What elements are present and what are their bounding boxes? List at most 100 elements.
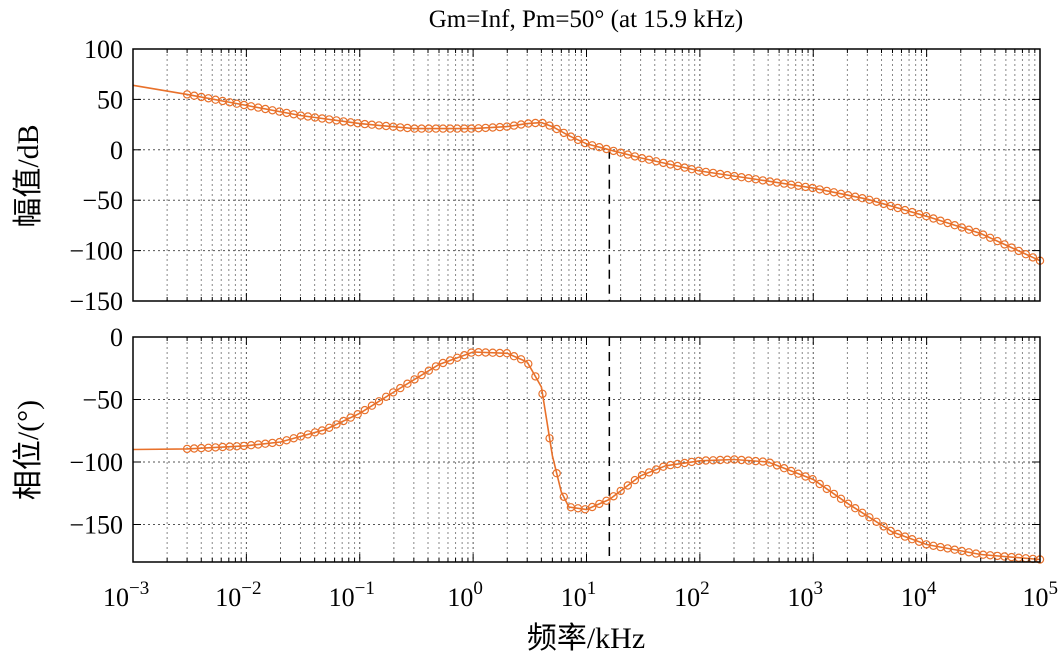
- phase-data-point: [367, 401, 377, 410]
- magnitude-ylabel: 幅值/dB: [12, 124, 45, 227]
- phase-data-point: [325, 423, 334, 432]
- phase-data-point: [851, 504, 860, 513]
- phase-data-point: [623, 481, 633, 490]
- phase-data-point: [360, 405, 369, 415]
- phase-data-point: [858, 508, 867, 517]
- phase-ytick-label: −150: [69, 511, 123, 540]
- magnitude-data-point: [538, 118, 547, 128]
- phase-data-point: [843, 499, 853, 508]
- phase-data-point: [872, 517, 881, 527]
- phase-data-point: [644, 468, 654, 477]
- phase-data-point: [524, 359, 533, 368]
- phase-data-point: [630, 475, 640, 485]
- phase-data-point: [779, 464, 789, 473]
- phase-data-point: [460, 351, 469, 360]
- axes-frames: [132, 48, 1041, 563]
- frequency-xtick-label: 103: [788, 578, 824, 612]
- phase-data-point: [417, 370, 426, 380]
- phase-data-point: [616, 486, 625, 496]
- phase-series-line: [132, 351, 1041, 561]
- magnitude-data-point: [545, 121, 554, 130]
- phase-data-point: [346, 413, 355, 422]
- phase-data-point: [801, 472, 810, 481]
- frequency-xtick-label: 101: [561, 578, 597, 612]
- phase-data-point: [453, 353, 462, 362]
- phase-data-point: [893, 529, 903, 539]
- magnitude-ytick-label: −100: [69, 237, 123, 266]
- phase-data-point: [317, 426, 327, 435]
- phase-data-point: [595, 499, 604, 509]
- phase-data-point: [637, 471, 647, 480]
- frequency-xtick-label: 10−2: [215, 578, 261, 612]
- phase-data-point: [836, 494, 846, 503]
- frequency-xtick-label: 105: [1023, 578, 1059, 612]
- phase-data-point: [879, 522, 888, 531]
- magnitude-data-point: [978, 230, 988, 239]
- phase-data-point: [765, 458, 775, 467]
- phase-data-point: [403, 379, 412, 388]
- magnitude-ytick-label: 100: [84, 35, 123, 64]
- frequency-xlabel: 频率/kHz: [527, 622, 645, 655]
- phase-data-point: [509, 352, 519, 361]
- phase-data-point: [865, 513, 874, 522]
- phase-data-point: [609, 492, 618, 501]
- phase-data-point: [900, 532, 910, 541]
- magnitude-data-point: [566, 132, 576, 141]
- magnitude-data-point: [993, 236, 1002, 246]
- phase-data-point: [396, 383, 405, 393]
- phase-data-point: [374, 397, 384, 406]
- magnitude-ytick-label: −150: [69, 287, 123, 316]
- phase-data-point: [602, 496, 611, 505]
- frequency-xtick-label: 10−1: [329, 578, 375, 612]
- phase-ytick-label: 0: [110, 323, 123, 352]
- magnitude-data-point: [552, 124, 561, 134]
- phase-data-point: [424, 366, 433, 375]
- phase-data-point: [915, 537, 924, 547]
- magnitude-data-point: [1028, 253, 1038, 262]
- magnitude-data-point: [986, 233, 995, 242]
- grid: [133, 49, 1040, 562]
- phase-data-point: [772, 461, 782, 470]
- phase-data-point: [829, 489, 839, 499]
- phase-data-point: [822, 484, 832, 494]
- frequency-xtick-label: 10−3: [103, 578, 149, 612]
- phase-data-point: [431, 362, 441, 371]
- magnitude-data-point: [971, 227, 981, 237]
- frequency-xtick-label: 102: [674, 578, 710, 612]
- magnitude-data-point: [1021, 249, 1031, 259]
- magnitude-data-point: [1000, 240, 1009, 249]
- frequency-xtick-label: 100: [447, 578, 483, 612]
- magnitude-ytick-label: 0: [110, 136, 123, 165]
- phase-ytick-label: −100: [69, 448, 123, 477]
- magnitude-data-point: [559, 128, 569, 138]
- phase-data-point: [410, 375, 419, 384]
- phase-data-point: [353, 410, 362, 419]
- phase-data-point: [815, 479, 824, 489]
- phase-data-point: [538, 389, 547, 398]
- magnitude-data-point: [573, 135, 583, 145]
- phase-ylabel: 相位/(°): [12, 400, 45, 500]
- magnitude-data-point: [1007, 243, 1016, 252]
- plot-marks: [132, 84, 1045, 564]
- phase-data-point: [907, 535, 917, 544]
- phase-data-point: [438, 358, 448, 368]
- phase-ytick-label: −50: [82, 386, 123, 415]
- chart-text: Gm=Inf, Pm=50° (at 15.9 kHz) 幅值/dB 相位/(°…: [12, 6, 1058, 655]
- phase-data-point: [886, 526, 895, 536]
- phase-data-point: [389, 388, 398, 397]
- phase-data-point: [445, 356, 455, 365]
- magnitude-title: Gm=Inf, Pm=50° (at 15.9 kHz): [429, 6, 744, 33]
- phase-data-point: [332, 420, 341, 429]
- magnitude-data-point: [1014, 246, 1023, 256]
- magnitude-ytick-label: −50: [82, 186, 123, 215]
- phase-data-point: [545, 434, 554, 443]
- phase-data-point: [552, 469, 561, 478]
- phase-data-point: [502, 349, 512, 358]
- frequency-xtick-label: 104: [901, 578, 937, 612]
- phase-data-point: [516, 355, 526, 364]
- phase-data-point: [559, 492, 569, 501]
- phase-data-point: [808, 475, 817, 484]
- phase-data-point: [381, 392, 391, 401]
- phase-data-point: [588, 502, 597, 512]
